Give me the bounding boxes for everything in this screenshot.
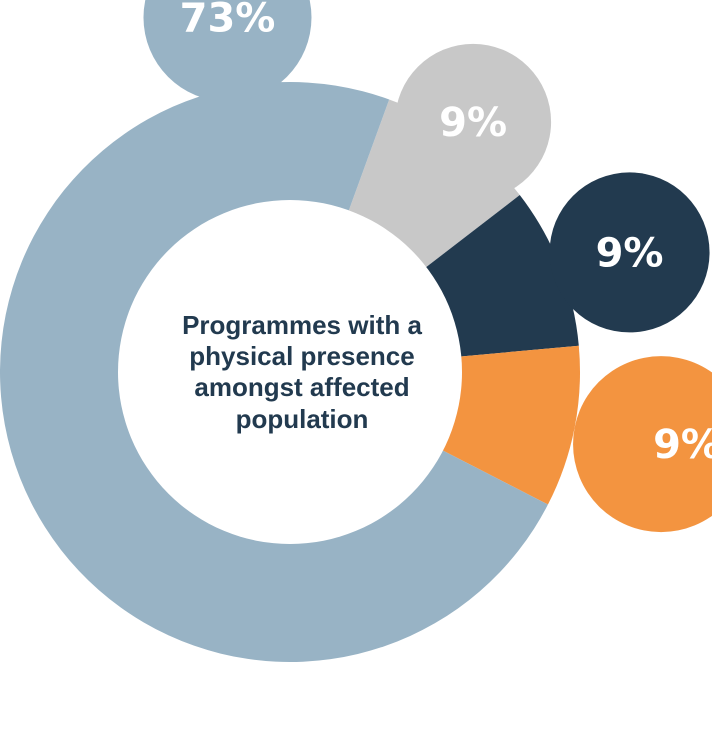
center-label-line-3: amongst affected	[194, 372, 410, 403]
center-label: Programmes with a physical presence amon…	[144, 310, 460, 435]
slice-label-2: 9%	[596, 230, 664, 276]
slice-bubble-4	[143, 0, 312, 102]
center-label-line-2: physical presence	[189, 341, 415, 372]
donut-hole	[118, 200, 462, 544]
slice-labels: 9% 9% 9% 73%	[180, 0, 712, 468]
slice-label-4: 73%	[180, 0, 276, 41]
slice-bubble-3	[573, 356, 712, 533]
slice-label-1: 9%	[439, 100, 507, 146]
slice-bubble-2	[549, 172, 710, 333]
slice-label-3: 9%	[653, 422, 712, 468]
slice-bubble-1	[395, 43, 552, 200]
center-label-line-1: Programmes with a	[182, 310, 422, 340]
center-label-line-4: population	[235, 403, 369, 434]
slice-bubbles	[143, 0, 712, 533]
